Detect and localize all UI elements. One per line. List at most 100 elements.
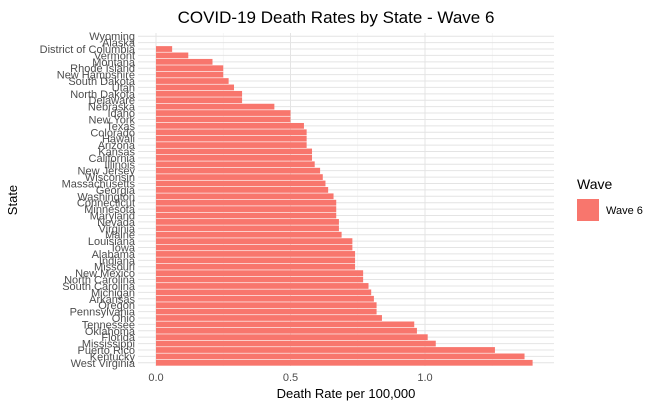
y-tick-label: Puerto Rico — [78, 345, 135, 357]
y-tick-label: Georgia — [96, 185, 136, 197]
legend-title: Wave — [577, 176, 612, 192]
legend-swatch — [577, 199, 599, 221]
y-tick-label: New Jersey — [78, 166, 136, 178]
y-tick-label: Oklahoma — [85, 326, 136, 338]
bar-nebraska — [156, 103, 275, 110]
bar-pennsylvania — [156, 308, 377, 315]
y-tick-label: Texas — [106, 121, 135, 133]
bar-massachusetts — [156, 180, 326, 187]
y-tick-label: Vermont — [94, 50, 135, 62]
bar-oklahoma — [156, 327, 417, 334]
chart-title: COVID-19 Death Rates by State - Wave 6 — [178, 8, 495, 27]
y-tick-label: Montana — [92, 57, 136, 69]
x-axis-title: Death Rate per 100,000 — [277, 386, 416, 401]
y-tick-label: Kansas — [98, 146, 135, 158]
y-tick-label: Connecticut — [77, 198, 135, 210]
y-tick-label: Wisconsin — [85, 172, 135, 184]
y-tick-label: Illinois — [104, 159, 135, 171]
y-tick-label: Iowa — [112, 243, 136, 255]
y-tick-label: South Dakota — [68, 76, 136, 88]
y-tick-label: Michigan — [91, 287, 135, 299]
y-tick-label: Arkansas — [89, 294, 135, 306]
bar-puerto-rico — [156, 347, 495, 353]
bar-oregon — [156, 302, 377, 309]
bar-indiana — [156, 257, 356, 264]
y-tick-label: Missouri — [94, 262, 135, 274]
bar-california — [156, 154, 313, 161]
y-tick-label: Washington — [77, 191, 135, 203]
bar-hawaii — [156, 135, 307, 142]
bar-utah — [156, 84, 235, 91]
x-tick-label: 1.0 — [417, 372, 432, 384]
y-tick-label: Delaware — [89, 95, 135, 107]
y-tick-label: New York — [89, 114, 136, 126]
bar-kansas — [156, 148, 313, 155]
y-tick-label: Kentucky — [90, 351, 136, 363]
bar-maryland — [156, 212, 337, 219]
bar-wisconsin — [156, 174, 323, 180]
bar-maine — [156, 231, 342, 238]
y-tick-label: New Mexico — [75, 268, 135, 280]
y-tick-label: Ohio — [112, 313, 135, 325]
y-tick-label: South Carolina — [62, 281, 136, 293]
bar-connecticut — [156, 199, 337, 206]
bar-new-york — [156, 116, 291, 123]
y-tick-label: Nevada — [97, 217, 136, 229]
y-tick-label: West Virginia — [71, 358, 136, 370]
bar-north-carolina — [156, 276, 364, 283]
y-tick-label: Tennessee — [82, 319, 135, 331]
y-tick-label: Alaska — [102, 38, 136, 50]
y-tick-label: Mississippi — [82, 339, 135, 351]
y-tick-label: Minnesota — [84, 204, 136, 216]
y-tick-label: Wyoming — [89, 31, 135, 43]
bar-kentucky — [156, 353, 525, 360]
y-tick-label: Maryland — [90, 211, 135, 223]
y-tick-label: North Carolina — [64, 275, 136, 287]
y-tick-label: Florida — [101, 332, 136, 344]
bar-washington — [156, 193, 334, 200]
bar-ohio — [156, 315, 382, 321]
bar-mississippi — [156, 340, 436, 347]
y-tick-label: Idaho — [107, 108, 135, 120]
bar-alabama — [156, 251, 356, 257]
bar-arkansas — [156, 295, 374, 302]
bar-vermont — [156, 52, 189, 59]
y-tick-label: District of Columbia — [40, 44, 136, 56]
y-tick-label: New Hampshire — [57, 70, 135, 82]
bar-illinois — [156, 161, 315, 168]
bar-rhode-island — [156, 65, 224, 72]
y-tick-label: Pennsylvania — [70, 307, 136, 319]
bar-colorado — [156, 129, 307, 136]
bar-minnesota — [156, 206, 337, 212]
bar-south-carolina — [156, 283, 369, 289]
bar-new-mexico — [156, 270, 364, 277]
x-tick-label: 0.5 — [283, 372, 298, 384]
bar-south-dakota — [156, 78, 229, 84]
bar-louisiana — [156, 238, 353, 245]
y-tick-label: Virginia — [99, 223, 136, 235]
y-tick-label: Maine — [105, 230, 135, 242]
y-tick-label: Hawaii — [102, 134, 135, 146]
bar-new-jersey — [156, 167, 321, 174]
y-tick-label: Nebraska — [88, 102, 136, 114]
bar-florida — [156, 334, 428, 341]
y-tick-label: Colorado — [90, 127, 135, 139]
bar-district-of-columbia — [156, 46, 173, 52]
bar-idaho — [156, 110, 291, 116]
y-tick-label: Rhode Island — [70, 63, 135, 75]
y-tick-label: Indiana — [99, 255, 136, 267]
bar-virginia — [156, 225, 339, 232]
y-tick-label: North Dakota — [70, 89, 136, 101]
bar-michigan — [156, 289, 372, 296]
bar-texas — [156, 122, 304, 129]
y-tick-label: Louisiana — [88, 236, 136, 248]
bar-new-hampshire — [156, 71, 224, 78]
bar-tennessee — [156, 321, 415, 328]
bar-north-dakota — [156, 90, 243, 97]
x-tick-label: 0.0 — [148, 372, 163, 384]
bar-nevada — [156, 219, 339, 225]
bar-missouri — [156, 263, 356, 270]
bar-delaware — [156, 97, 243, 104]
